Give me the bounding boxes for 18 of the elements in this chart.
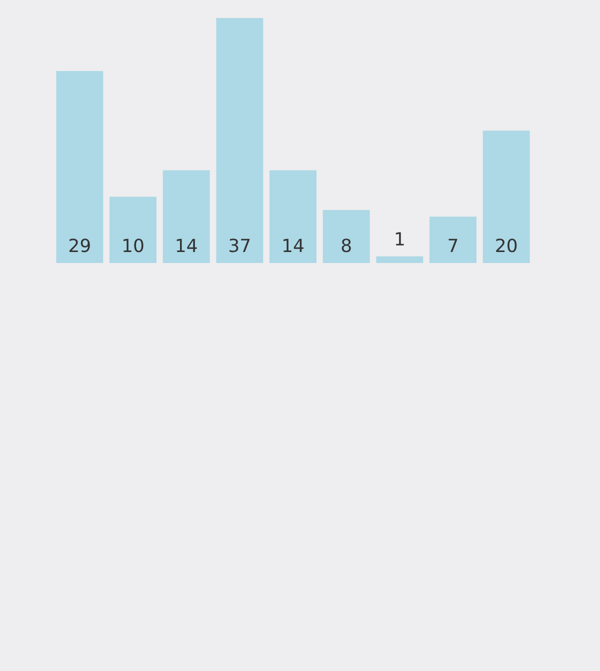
bar	[430, 216, 476, 263]
bar	[376, 256, 424, 263]
data-label: 37	[230, 238, 250, 252]
bar	[216, 18, 264, 263]
bar	[322, 210, 370, 263]
data-label: 7	[448, 238, 458, 252]
data-label: 8	[342, 238, 351, 252]
data-label: 29	[70, 238, 90, 252]
bar	[270, 170, 316, 263]
data-label: 10	[123, 238, 144, 252]
data-label: 14	[283, 238, 304, 252]
data-label: 1	[396, 232, 404, 246]
bar	[110, 196, 156, 263]
bar	[482, 130, 530, 263]
bar	[162, 170, 210, 263]
data-label: 20	[496, 238, 517, 252]
data-label: 14	[176, 238, 197, 252]
bar	[56, 70, 104, 263]
